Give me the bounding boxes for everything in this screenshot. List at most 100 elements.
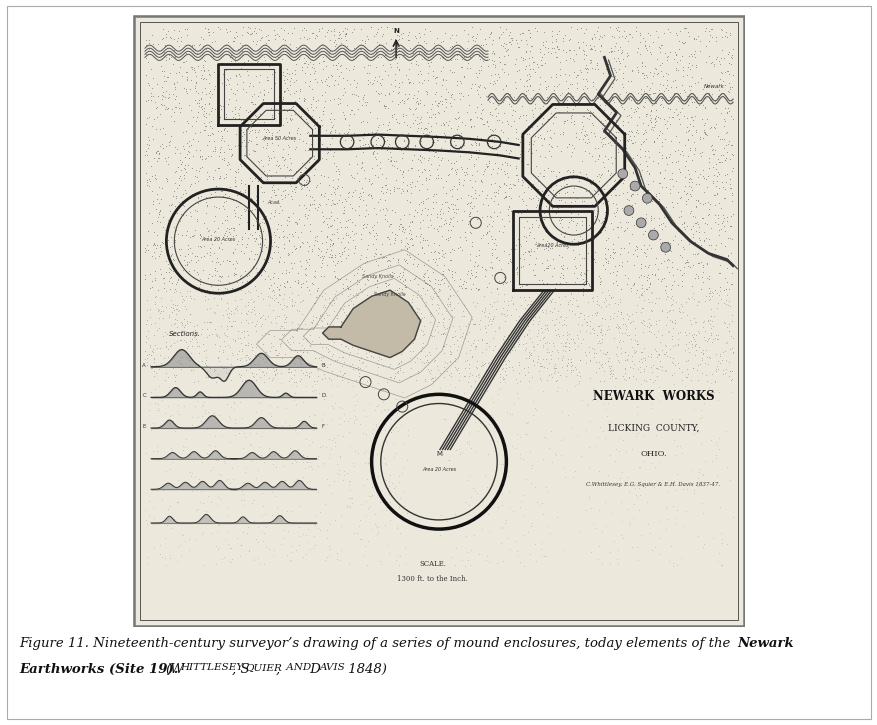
Point — [292, 240, 306, 252]
Point — [229, 84, 243, 96]
Point — [709, 35, 723, 46]
Point — [634, 289, 648, 301]
Point — [268, 312, 282, 324]
Point — [608, 22, 622, 33]
Point — [212, 270, 226, 281]
Point — [468, 144, 482, 156]
Point — [513, 252, 527, 264]
Point — [425, 253, 439, 265]
Point — [387, 181, 401, 193]
Point — [346, 60, 360, 72]
Point — [725, 162, 739, 174]
Point — [424, 293, 438, 304]
Point — [667, 318, 681, 329]
Point — [621, 237, 635, 249]
Point — [466, 318, 480, 330]
Point — [154, 394, 168, 406]
Point — [664, 298, 678, 310]
Point — [417, 99, 431, 111]
Point — [538, 80, 553, 92]
Point — [446, 289, 460, 301]
Point — [282, 178, 296, 189]
Point — [354, 34, 368, 46]
Point — [615, 115, 629, 127]
Point — [648, 190, 662, 202]
Point — [408, 374, 422, 386]
Point — [256, 94, 270, 105]
Point — [139, 246, 153, 257]
Point — [208, 36, 222, 47]
Point — [168, 81, 182, 93]
Point — [464, 82, 478, 94]
Point — [652, 112, 667, 123]
Point — [664, 291, 678, 302]
Point — [334, 246, 348, 257]
Point — [410, 98, 424, 109]
Point — [510, 266, 524, 278]
Point — [548, 330, 562, 341]
Point — [371, 142, 385, 154]
Point — [207, 363, 221, 375]
Point — [289, 99, 303, 110]
Point — [631, 462, 645, 473]
Point — [215, 132, 229, 144]
Point — [150, 188, 164, 200]
Point — [405, 319, 419, 331]
Point — [332, 468, 346, 480]
Point — [539, 125, 553, 137]
Point — [390, 256, 404, 268]
Point — [342, 289, 356, 300]
Point — [710, 229, 724, 241]
Point — [181, 117, 195, 129]
Point — [720, 276, 734, 288]
Point — [346, 133, 360, 145]
Point — [324, 210, 338, 222]
Point — [637, 127, 651, 138]
Point — [351, 343, 365, 355]
Point — [538, 237, 553, 249]
Point — [248, 99, 262, 110]
Point — [578, 145, 592, 157]
Point — [330, 312, 344, 323]
Point — [695, 267, 709, 278]
Point — [597, 496, 611, 507]
Point — [552, 331, 566, 342]
Point — [225, 334, 239, 345]
Point — [374, 30, 389, 41]
Point — [364, 189, 378, 201]
Point — [300, 347, 314, 358]
Point — [295, 322, 309, 334]
Point — [630, 338, 644, 349]
Point — [664, 315, 678, 327]
Point — [518, 416, 532, 428]
Point — [224, 83, 238, 94]
Point — [708, 436, 722, 447]
Point — [176, 321, 190, 333]
Point — [653, 92, 667, 104]
Point — [436, 449, 450, 460]
Point — [161, 53, 175, 65]
Point — [246, 296, 260, 307]
Point — [394, 168, 408, 180]
Point — [637, 248, 651, 260]
Point — [517, 294, 531, 306]
Point — [371, 252, 385, 264]
Point — [212, 468, 226, 480]
Point — [201, 370, 215, 381]
Point — [652, 219, 666, 231]
Point — [684, 185, 698, 196]
Point — [465, 192, 479, 204]
Point — [414, 228, 428, 240]
Point — [152, 312, 166, 323]
Point — [652, 59, 667, 70]
Point — [460, 554, 474, 566]
Point — [180, 137, 194, 149]
Point — [340, 326, 354, 337]
Point — [282, 113, 296, 125]
Point — [587, 254, 601, 265]
Point — [560, 384, 574, 396]
Point — [267, 151, 281, 162]
Point — [621, 125, 635, 137]
Point — [356, 194, 370, 206]
Point — [332, 49, 346, 60]
